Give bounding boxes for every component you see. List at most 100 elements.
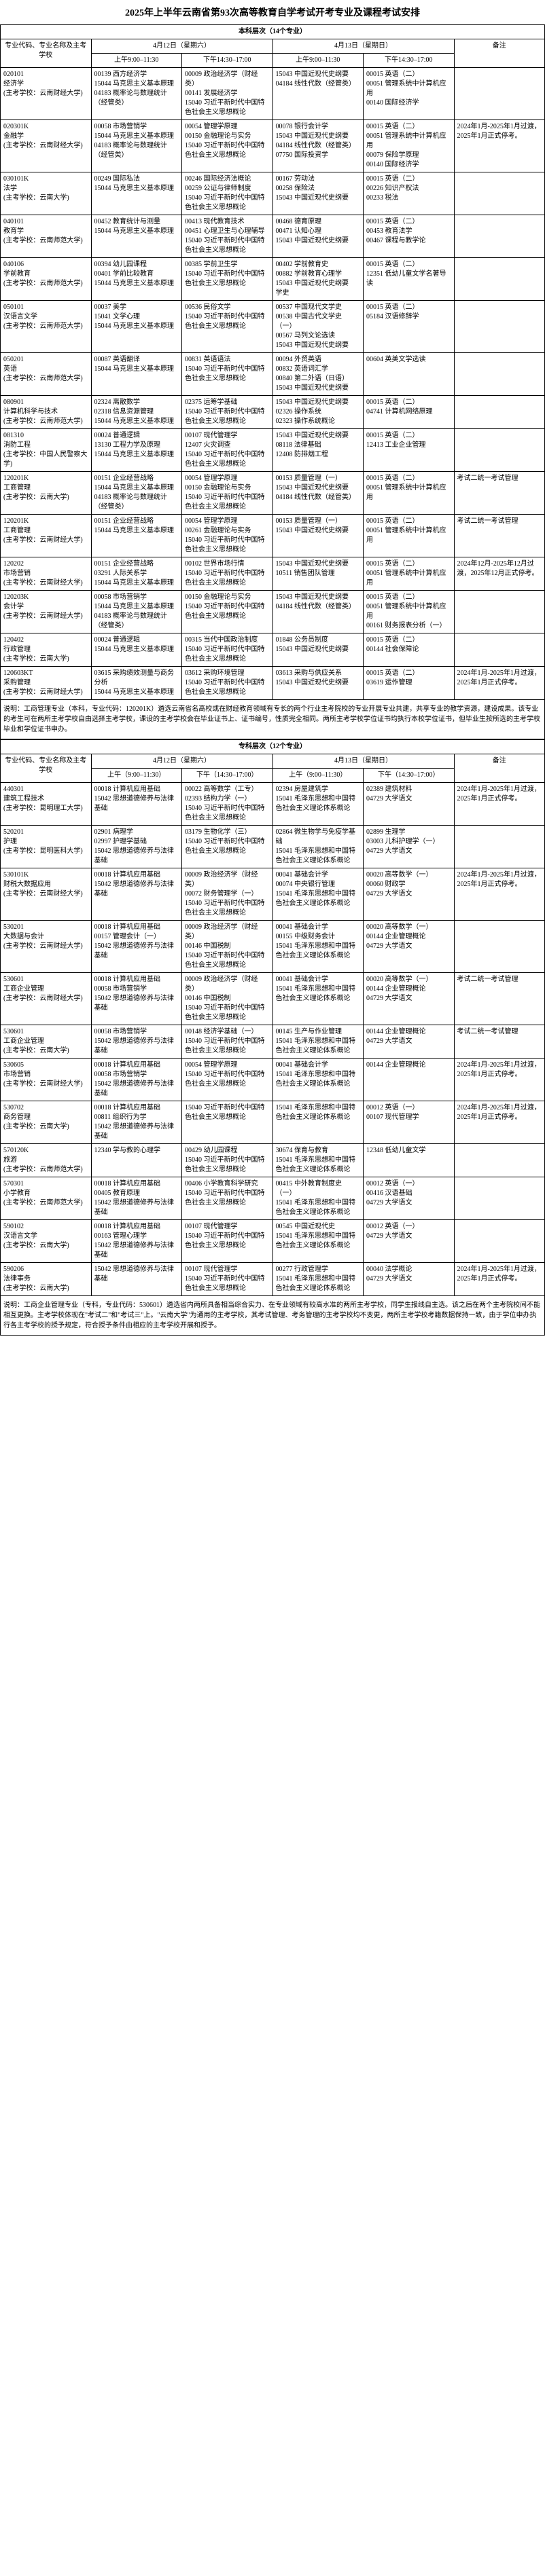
cell-note — [454, 353, 545, 396]
cell-c4: 00015 英语（二） 00226 知识产权法 00233 税法 — [364, 172, 455, 215]
cell-major: 530601 工商企业管理 (主考学校：云南大学) — [1, 1025, 92, 1059]
cell-c1: 00024 普通逻辑 13130 工程力学及原理 15044 马克思主义基本原理 — [91, 429, 182, 472]
cell-c4: 02389 建筑材料 04729 大学语文 — [364, 783, 455, 826]
cell-note: 2024年1月-2025年1月过渡，2025年1月正式停考。 — [454, 1263, 545, 1296]
cell-c2: 00406 小学教育科学研究 15040 习近平新时代中国特色社会主义思想概论 — [182, 1177, 273, 1220]
cell-c1: 00151 企业经营战略 03291 人际关系学 15044 马克思主义基本原理 — [91, 557, 182, 591]
time3-header: 上午9:00–11:30 — [272, 54, 364, 68]
cell-c3: 15043 中国近现代史纲要 10511 销售团队管理 — [272, 557, 364, 591]
cell-c3: 00153 质量管理（一） 15043 中国近现代史纲要 — [272, 515, 364, 557]
cell-note — [454, 396, 545, 429]
cell-c4: 00015 英语（二） 12351 低幼儿童文学名著导读 — [364, 258, 455, 301]
cell-c3: 30674 保育与教育 15041 毛泽东思想和中国特色社会主义理论体系概论 — [272, 1144, 364, 1177]
cell-c1: 00151 企业经营战略 15044 马克思主义基本原理 04183 概率论与数… — [91, 472, 182, 515]
cell-c1: 00249 国际私法 15044 马克思主义基本原理 — [91, 172, 182, 215]
table-row: 520201 护理 (主考学校：昆明医科大学)02901 病理学 02997 护… — [1, 826, 545, 868]
date1-header2: 4月12日（星期六） — [91, 754, 272, 769]
cell-c3: 00402 学前教育史 00882 学前教育心理学 15043 中国近现代史纲要… — [272, 258, 364, 301]
cell-major: 530702 商务管理 (主考学校：云南大学) — [1, 1101, 92, 1144]
cell-note — [454, 633, 545, 667]
cell-note — [454, 68, 545, 120]
time2-header: 下午14:30–17:00 — [182, 54, 273, 68]
cell-c1: 12340 学与教的心理学 — [91, 1144, 182, 1177]
cell-c3: 00041 基础会计学 15041 毛泽东思想和中国特色社会主义理论体系概论 — [272, 973, 364, 1025]
cell-major: 020301K 金融学 (主考学校：云南财经大学) — [1, 120, 92, 172]
cell-c2: 00102 世界市场行情 15040 习近平新时代中国特色社会主义思想概论 — [182, 557, 273, 591]
cell-c4: 00020 高等数学（一） 00060 财政学 04729 大学语文 — [364, 868, 455, 921]
cell-c1: 00018 计算机应用基础 00058 市场营销学 15042 思想道德修养与法… — [91, 1059, 182, 1101]
cell-c2: 00107 现代管理学 15040 习近平新时代中国特色社会主义思想概论 — [182, 1220, 273, 1263]
cell-c2: 00054 管理学原理 00150 金融理论与实务 15040 习近平新时代中国… — [182, 120, 273, 172]
cell-c4: 00015 英语（二） 00051 管理系统中计算机应用 00161 财务报表分… — [364, 591, 455, 633]
cell-c2: 00385 学前卫生学 15040 习近平新时代中国特色社会主义思想概论 — [182, 258, 273, 301]
cell-c2: 03612 采购环境管理 15040 习近平新时代中国特色社会主义思想概论 — [182, 667, 273, 700]
cell-c4: 00012 英语（一） 04729 大学语文 — [364, 1220, 455, 1263]
cell-major: 081310 消防工程 (主考学校：中国人民警察大学) — [1, 429, 92, 472]
cell-c1: 00058 市场营销学 15042 思想道德修养与法律基础 — [91, 1025, 182, 1059]
cell-c4: 00144 企业管理概论 — [364, 1059, 455, 1101]
cell-note: 考试二统一考试管理 — [454, 1025, 545, 1059]
cell-major: 120201K 工商管理 (主考学校：云南财经大学) — [1, 515, 92, 557]
cell-c3: 00468 德育原理 00471 认知心理 15043 中国近现代史纲要 — [272, 215, 364, 258]
table-row: 570301 小学教育 (主考学校：云南师范大学)00018 计算机应用基础 0… — [1, 1177, 545, 1220]
section2-header: 专科层次（12个专业） — [1, 740, 545, 754]
cell-note — [454, 172, 545, 215]
cell-c3: 00041 基础会计学 15041 毛泽东思想和中国特色社会主义理论体系概论 — [272, 1059, 364, 1101]
time4-header: 下午14:30–17:00 — [364, 54, 455, 68]
cell-c2: 00009 政治经济学（财经类） 00146 中国税制 15040 习近平新时代… — [182, 973, 273, 1025]
cell-c2: 00009 政治经济学（财经类） 00141 发展经济学 15040 习近平新时… — [182, 68, 273, 120]
table-row: 120402 行政管理 (主考学校：云南大学)00024 普通逻辑 15044 … — [1, 633, 545, 667]
cell-c4: 00015 英语（二） 00051 管理系统中计算机应用 — [364, 515, 455, 557]
cell-c2: 00107 现代管理学 12407 火灾调查 15040 习近平新时代中国特色社… — [182, 429, 273, 472]
col-note-header2: 备注 — [454, 754, 545, 783]
col-note-header: 备注 — [454, 39, 545, 68]
cell-c1: 00018 计算机应用基础 00405 教育原理 15042 思想道德修养与法律… — [91, 1177, 182, 1220]
cell-c3: 00094 外贸英语 00832 英语词汇学 00840 第二外语（日语） 15… — [272, 353, 364, 396]
cell-c3: 00145 生产与作业管理 15041 毛泽东思想和中国特色社会主义理论体系概论 — [272, 1025, 364, 1059]
table-row: 590206 法律事务 (主考学校：云南大学)15042 思想道德修养与法律基础… — [1, 1263, 545, 1296]
table-row: 530702 商务管理 (主考学校：云南大学)00018 计算机应用基础 008… — [1, 1101, 545, 1144]
cell-c1: 00018 计算机应用基础 00058 市场营销学 15042 思想道德修养与法… — [91, 973, 182, 1025]
cell-c1: 00018 计算机应用基础 00811 组织行为学 15042 思想道德修养与法… — [91, 1101, 182, 1144]
table-row: 050101 汉语言文学 (主考学校：云南师范大学)00037 美学 15041… — [1, 301, 545, 353]
cell-c3: 00537 中国现代文学史 00538 中国古代文学史（一） 00567 马列文… — [272, 301, 364, 353]
cell-major: 050101 汉语言文学 (主考学校：云南师范大学) — [1, 301, 92, 353]
cell-c4: 00020 高等数学（一） 00144 企业管理概论 04729 大学语文 — [364, 973, 455, 1025]
table-row: 440301 建筑工程技术 (主考学校：昆明理工大学)00018 计算机应用基础… — [1, 783, 545, 826]
cell-major: 570120K 旅游 (主考学校：云南师范大学) — [1, 1144, 92, 1177]
table-row: 530101K 财税大数据应用 (主考学校：云南财经大学)00018 计算机应用… — [1, 868, 545, 921]
table-row: 120203K 会计学 (主考学校：云南财经大学)00058 市场营销学 150… — [1, 591, 545, 633]
cell-c3: 03613 采购与供应关系 15043 中国近现代史纲要 — [272, 667, 364, 700]
cell-c2: 00246 国际经济法概论 00259 公证与律师制度 15040 习近平新时代… — [182, 172, 273, 215]
cell-c4: 00015 英语（二） 04741 计算机网络原理 — [364, 396, 455, 429]
col-major-header: 专业代码、专业名称及主考学校 — [1, 39, 92, 68]
cell-note: 2024年1月-2025年1月过渡，2025年1月正式停考。 — [454, 783, 545, 826]
cell-c1: 00037 美学 15041 文学心理 15044 马克思主义基本原理 — [91, 301, 182, 353]
table-row: 040106 学前教育 (主考学校：云南师范大学)00394 幼儿园课程 004… — [1, 258, 545, 301]
cell-c4: 00020 高等数学（一） 00144 企业管理概论 04729 大学语文 — [364, 921, 455, 973]
cell-note — [454, 215, 545, 258]
cell-note: 2024年12月-2025年12月过渡，2025年12月正式停考。 — [454, 557, 545, 591]
cell-c3: 15041 毛泽东思想和中国特色社会主义理论体系概论 — [272, 1101, 364, 1144]
cell-c4: 00015 英语（二） 03619 运作管理 — [364, 667, 455, 700]
cell-c3: 02864 微生物学与免疫学基础 15041 毛泽东思想和中国特色社会主义理论体… — [272, 826, 364, 868]
cell-major: 590206 法律事务 (主考学校：云南大学) — [1, 1263, 92, 1296]
cell-c1: 00018 计算机应用基础 00163 管理心理学 15042 思想道德修养与法… — [91, 1220, 182, 1263]
cell-c4: 12348 低幼儿童文学 — [364, 1144, 455, 1177]
cell-c4: 00012 英语（一） 00416 汉语基础 04729 大学语文 — [364, 1177, 455, 1220]
page-title: 2025年上半年云南省第93次高等教育自学考试开考专业及课程考试安排 — [0, 0, 545, 24]
cell-c2: 00107 现代管理学 15040 习近平新时代中国特色社会主义思想概论 — [182, 1263, 273, 1296]
cell-c3: 15043 中国近现代史纲要 04184 线性代数（经管类） — [272, 68, 364, 120]
cell-c3: 00545 中国近现代史 15041 毛泽东思想和中国特色社会主义理论体系概论 — [272, 1220, 364, 1263]
table-row: 570120K 旅游 (主考学校：云南师范大学)12340 学与教的心理学004… — [1, 1144, 545, 1177]
cell-c2: 00536 民俗文学 15040 习近平新时代中国特色社会主义思想概论 — [182, 301, 273, 353]
cell-major: 530201 大数据与会计 (主考学校：云南财经大学) — [1, 921, 92, 973]
cell-note — [454, 429, 545, 472]
cell-major: 120402 行政管理 (主考学校：云南大学) — [1, 633, 92, 667]
cell-c1: 00452 教育统计与测量 15044 马克思主义基本原理 — [91, 215, 182, 258]
table-row: 530601 工商企业管理 (主考学校：云南大学)00058 市场营销学 150… — [1, 1025, 545, 1059]
cell-c2: 00150 金融理论与实务 15040 习近平新时代中国特色社会主义思想概论 — [182, 591, 273, 633]
cell-c1: 02324 离散数学 02318 信息资源管理 15044 马克思主义基本原理 — [91, 396, 182, 429]
cell-c3: 01848 公务员制度 15043 中国近现代史纲要 — [272, 633, 364, 667]
time4-header2: 下午（14:30–17:00） — [364, 769, 455, 783]
